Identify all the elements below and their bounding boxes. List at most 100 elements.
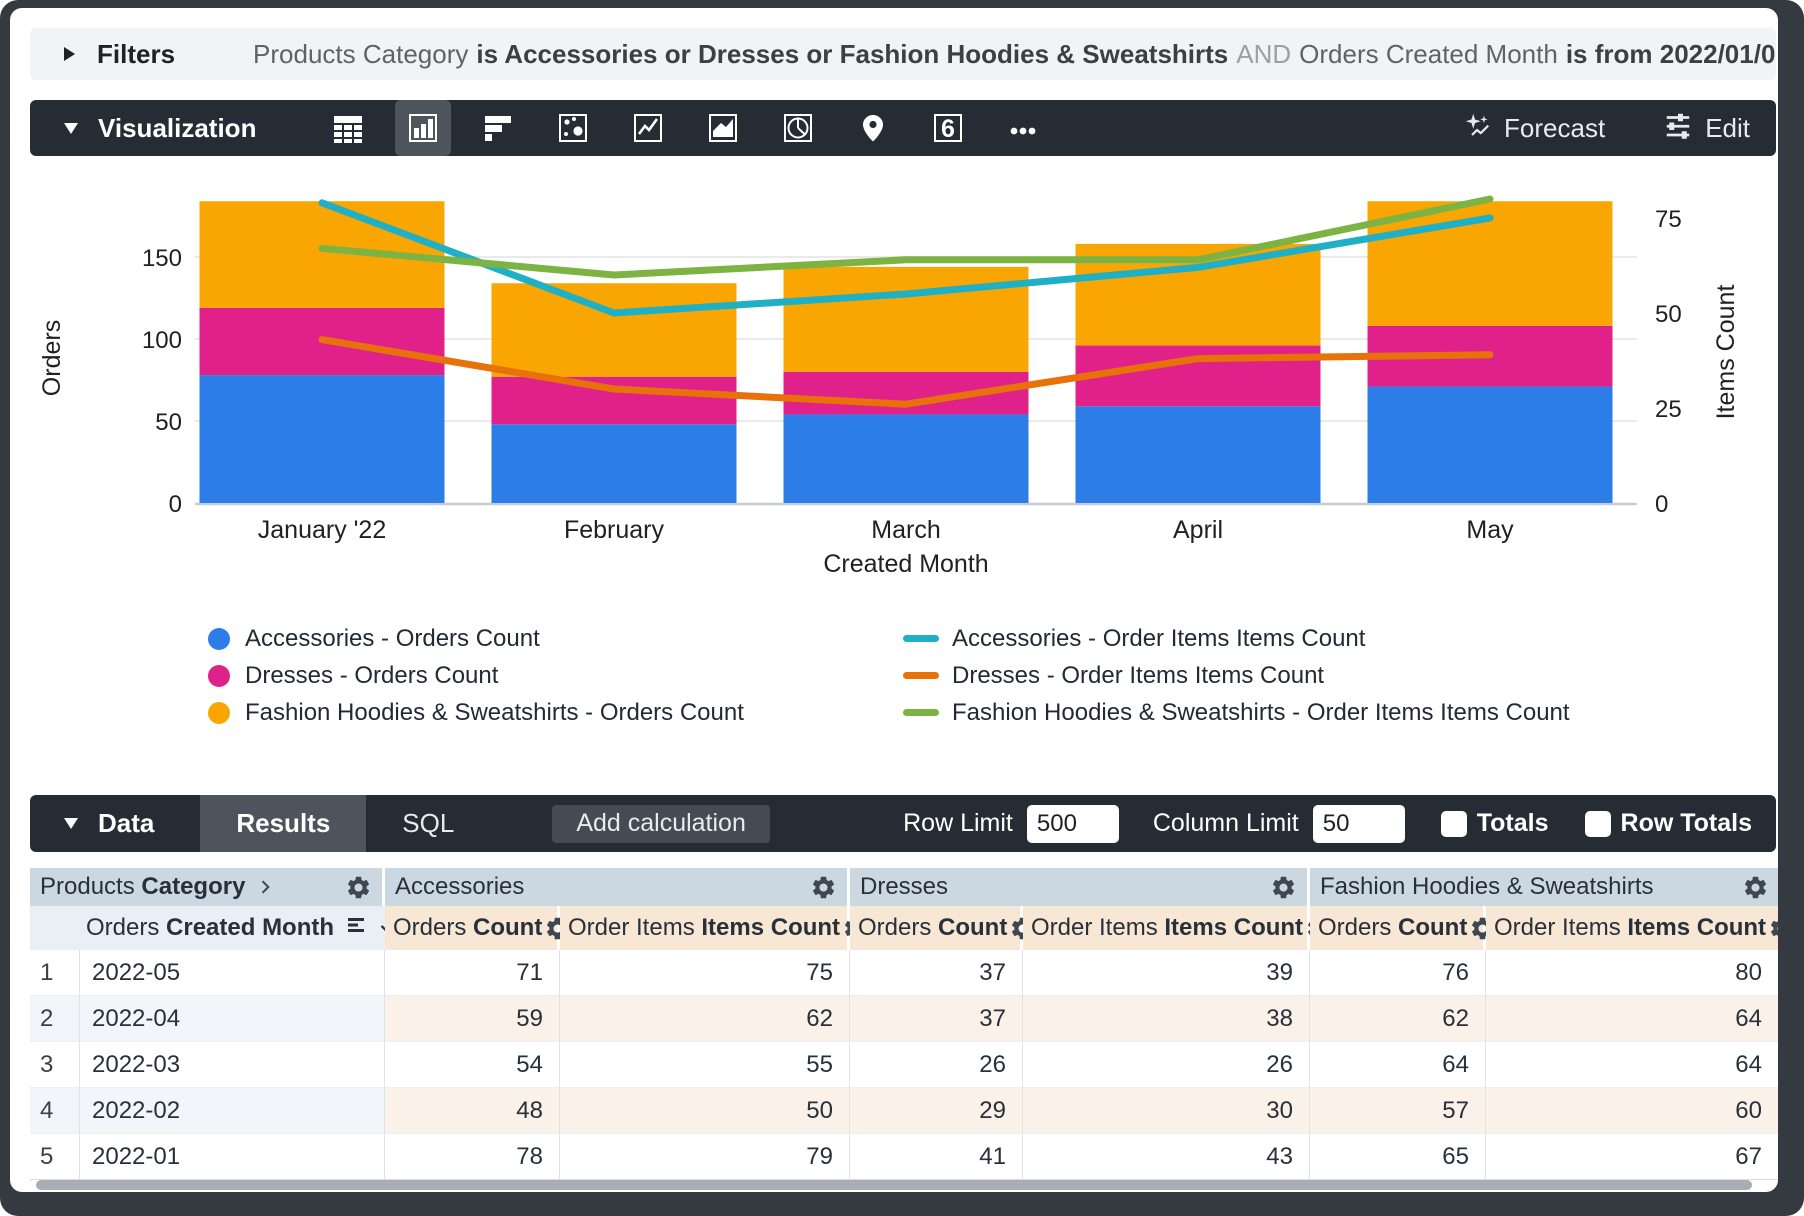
measure-cell[interactable]: 41 <box>850 1134 1023 1180</box>
measure-cell[interactable]: 30 <box>1023 1088 1310 1134</box>
legend-item[interactable]: Dresses - Orders Count <box>208 657 744 694</box>
measure-cell[interactable]: 76 <box>1310 950 1486 996</box>
measure-cell[interactable]: 71 <box>385 950 560 996</box>
pivot-group-header[interactable]: Fashion Hoodies & Sweatshirts <box>1310 868 1778 906</box>
measure-cell[interactable]: 57 <box>1310 1088 1486 1134</box>
measure-cell[interactable]: 79 <box>560 1134 850 1180</box>
row-totals-checkbox[interactable] <box>1584 810 1611 837</box>
measure-cell[interactable]: 59 <box>385 996 560 1042</box>
legend-item[interactable]: Accessories - Order Items Items Count <box>903 620 1570 657</box>
column-header-created-month[interactable]: Orders Created Month <box>80 906 423 950</box>
explore-panel: Filters Products Category is Accessories … <box>10 8 1778 1192</box>
measure-cell[interactable]: 48 <box>385 1088 560 1134</box>
measure-cell[interactable]: 38 <box>1023 996 1310 1042</box>
measure-cell[interactable]: 43 <box>1023 1134 1310 1180</box>
bar-chart-icon[interactable] <box>470 100 526 156</box>
bar-segment[interactable] <box>783 414 1029 503</box>
measure-column-header[interactable]: Orders Count <box>1310 906 1494 950</box>
filter-text-part: is Accessories or Dresses or Fashion Hoo… <box>476 38 1229 69</box>
legend-item[interactable]: Fashion Hoodies & Sweatshirts - Order It… <box>903 694 1570 731</box>
bar-segment[interactable] <box>199 375 445 503</box>
tab-results[interactable]: Results <box>200 795 367 852</box>
measure-cell[interactable]: 37 <box>850 950 1023 996</box>
measure-cell[interactable]: 67 <box>1486 1134 1778 1180</box>
measure-cell[interactable]: 62 <box>1310 996 1486 1042</box>
gear-icon[interactable] <box>1270 874 1297 901</box>
measure-cell[interactable]: 64 <box>1486 1042 1778 1088</box>
bar-segment[interactable] <box>491 424 737 503</box>
measure-cell[interactable]: 55 <box>560 1042 850 1088</box>
scatter-chart-icon[interactable] <box>545 100 601 156</box>
gear-icon[interactable] <box>1742 874 1769 901</box>
legend-item[interactable]: Accessories - Orders Count <box>208 620 744 657</box>
gear-icon[interactable] <box>345 874 372 901</box>
caret-down-icon[interactable] <box>64 122 78 134</box>
dimension-cell[interactable]: 2022-02 <box>80 1088 385 1134</box>
forecast-button[interactable]: Forecast <box>1462 110 1605 147</box>
measure-cell[interactable]: 62 <box>560 996 850 1042</box>
gear-icon[interactable] <box>810 874 837 901</box>
column-header-products-category[interactable]: Products Category <box>30 868 385 906</box>
measure-cell[interactable]: 26 <box>1023 1042 1310 1088</box>
totals-checkbox[interactable] <box>1440 810 1467 837</box>
legend-item[interactable]: Fashion Hoodies & Sweatshirts - Orders C… <box>208 694 744 731</box>
column-chart-icon[interactable] <box>395 100 452 156</box>
caret-down-icon[interactable] <box>64 818 78 829</box>
bar-segment[interactable] <box>1075 406 1321 503</box>
legend-item[interactable]: Dresses - Order Items Items Count <box>903 657 1570 694</box>
map-chart-icon[interactable] <box>845 100 901 156</box>
legend-dot-marker <box>208 664 230 687</box>
subtotal-icon[interactable] <box>344 913 368 944</box>
measure-column-header[interactable]: Order Items Items Count <box>1023 906 1330 950</box>
bar-segment[interactable] <box>491 376 737 425</box>
caret-right-icon[interactable] <box>64 47 75 61</box>
measure-column-header[interactable]: Orders Count <box>850 906 1034 950</box>
bar-segment[interactable] <box>1367 386 1613 503</box>
measure-cell[interactable]: 64 <box>1310 1042 1486 1088</box>
pivot-group-header[interactable]: Dresses <box>850 868 1310 906</box>
tab-sql[interactable]: SQL <box>402 808 455 838</box>
dimension-cell[interactable]: 2022-01 <box>80 1134 385 1180</box>
pivot-chevron-icon[interactable] <box>255 877 275 897</box>
dimension-cell[interactable]: 2022-04 <box>80 996 385 1042</box>
bar-segment[interactable] <box>1367 201 1613 326</box>
measure-cell[interactable]: 39 <box>1023 950 1310 996</box>
combo-chart[interactable]: January '22 February March April May 0 50 100 15… <box>12 160 1772 618</box>
measure-cell[interactable]: 78 <box>385 1134 560 1180</box>
measure-column-header[interactable]: Orders Count <box>385 906 569 950</box>
measure-cell[interactable]: 50 <box>560 1088 850 1134</box>
measure-column-header[interactable]: Order Items Items Count <box>1486 906 1778 950</box>
measure-column-header[interactable]: Order Items Items Count <box>560 906 867 950</box>
measure-cell[interactable]: 64 <box>1486 996 1778 1042</box>
pivot-group-header[interactable]: Accessories <box>385 868 850 906</box>
measure-cell[interactable]: 75 <box>560 950 850 996</box>
measure-cell[interactable]: 37 <box>850 996 1023 1042</box>
dimension-cell[interactable]: 2022-03 <box>80 1042 385 1088</box>
measure-cell[interactable]: 65 <box>1310 1134 1486 1180</box>
add-calculation-button[interactable]: Add calculation <box>552 804 770 843</box>
bar-segment[interactable] <box>783 266 1029 372</box>
area-chart-icon[interactable] <box>695 100 751 156</box>
horizontal-scrollbar[interactable] <box>36 1180 1752 1190</box>
gear-icon[interactable] <box>1768 915 1778 942</box>
more-options-icon[interactable] <box>995 100 1051 156</box>
measure-cell[interactable]: 80 <box>1486 950 1778 996</box>
line-chart-icon[interactable] <box>620 100 676 156</box>
dimension-cell[interactable]: 2022-05 <box>80 950 385 996</box>
filters-bar[interactable]: Filters Products Category is Accessories … <box>30 28 1776 80</box>
column-limit-input[interactable] <box>1312 804 1405 843</box>
line-series[interactable] <box>318 336 1494 408</box>
table-chart-icon[interactable] <box>320 100 376 156</box>
measure-cell[interactable]: 60 <box>1486 1088 1778 1134</box>
single-value-icon[interactable]: 6 <box>920 100 976 156</box>
measure-cell[interactable]: 26 <box>850 1042 1023 1088</box>
edit-button[interactable]: Edit <box>1663 110 1750 147</box>
line-series[interactable] <box>318 199 1494 317</box>
row-number: 5 <box>30 1134 80 1180</box>
measure-cell[interactable]: 29 <box>850 1088 1023 1134</box>
row-limit-input[interactable] <box>1026 804 1119 843</box>
pie-chart-icon[interactable] <box>770 100 826 156</box>
bar-segment[interactable] <box>491 283 737 377</box>
line-series[interactable] <box>318 195 1494 279</box>
measure-cell[interactable]: 54 <box>385 1042 560 1088</box>
